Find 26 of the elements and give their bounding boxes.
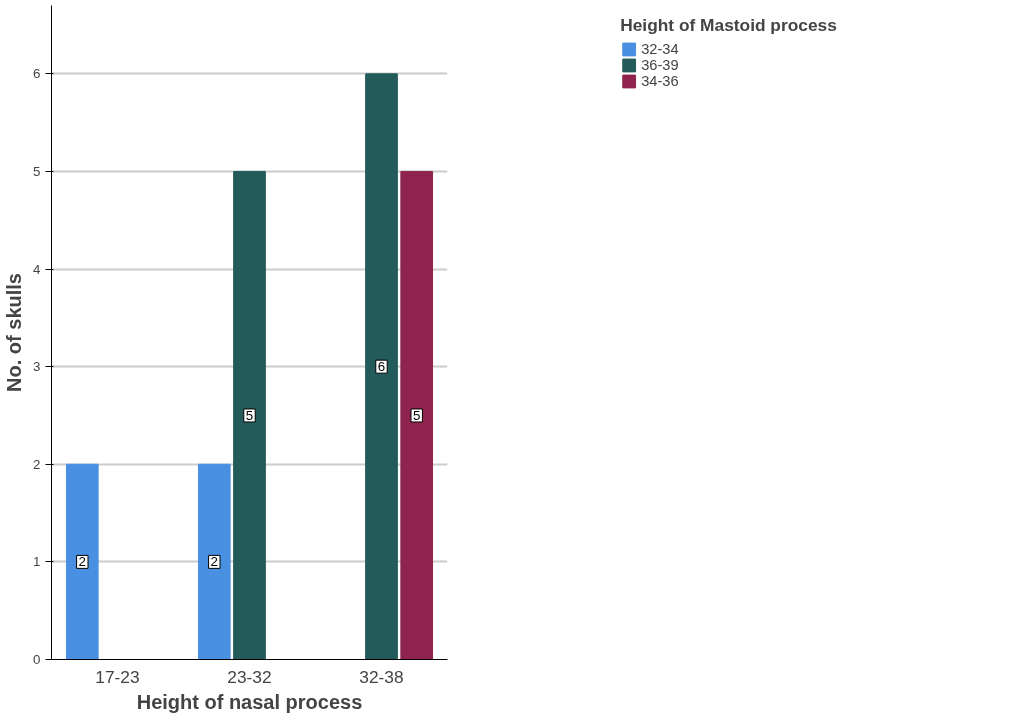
legend-label: 34-36 <box>641 73 679 89</box>
x-tick-label: 32-38 <box>359 666 404 687</box>
bar <box>65 463 99 660</box>
x-tick-label: 17-23 <box>95 666 140 687</box>
y-tick-label: 6 <box>33 66 41 82</box>
y-tick-label: 4 <box>33 261 42 277</box>
y-tick-label: 3 <box>33 359 41 375</box>
data-label: 6 <box>377 359 386 375</box>
x-axis-title: Height of nasal process <box>136 690 363 713</box>
legend-title: Height of Mastoid process <box>620 15 837 36</box>
y-axis-title: No. of skulls <box>3 273 26 392</box>
data-label: 5 <box>412 407 421 423</box>
y-tick-label: 0 <box>33 652 41 667</box>
y-tick-label: 5 <box>33 163 41 179</box>
y-tick-label: 2 <box>33 456 41 472</box>
data-label: 5 <box>245 407 254 423</box>
data-label: 2 <box>78 554 87 570</box>
y-tick-label: 1 <box>33 554 41 570</box>
bar <box>400 170 434 660</box>
bar <box>197 463 231 660</box>
data-label: 2 <box>210 554 219 570</box>
legend-label: 32-34 <box>641 41 679 57</box>
bar <box>233 170 266 660</box>
x-tick-label: 23-32 <box>227 666 272 687</box>
legend-label: 36-39 <box>641 57 679 73</box>
bar <box>365 73 398 660</box>
